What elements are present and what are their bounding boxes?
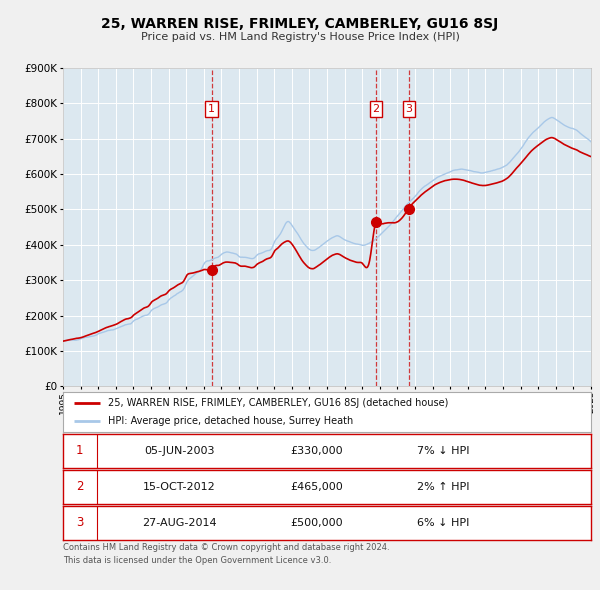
- Text: HPI: Average price, detached house, Surrey Heath: HPI: Average price, detached house, Surr…: [108, 416, 353, 426]
- Text: 25, WARREN RISE, FRIMLEY, CAMBERLEY, GU16 8SJ (detached house): 25, WARREN RISE, FRIMLEY, CAMBERLEY, GU1…: [108, 398, 448, 408]
- Text: 1: 1: [208, 104, 215, 114]
- Text: 1: 1: [76, 444, 83, 457]
- Text: 2: 2: [373, 104, 380, 114]
- Text: 6% ↓ HPI: 6% ↓ HPI: [417, 518, 469, 527]
- Text: £330,000: £330,000: [290, 446, 343, 455]
- Text: 2% ↑ HPI: 2% ↑ HPI: [417, 482, 469, 491]
- Text: Contains HM Land Registry data © Crown copyright and database right 2024.: Contains HM Land Registry data © Crown c…: [63, 543, 389, 552]
- Text: £500,000: £500,000: [290, 518, 343, 527]
- Text: This data is licensed under the Open Government Licence v3.0.: This data is licensed under the Open Gov…: [63, 556, 331, 565]
- Text: 05-JUN-2003: 05-JUN-2003: [144, 446, 214, 455]
- Text: 7% ↓ HPI: 7% ↓ HPI: [417, 446, 469, 455]
- Text: 3: 3: [406, 104, 412, 114]
- Text: 27-AUG-2014: 27-AUG-2014: [142, 518, 217, 527]
- Text: £465,000: £465,000: [290, 482, 343, 491]
- Text: 3: 3: [76, 516, 83, 529]
- Text: 15-OCT-2012: 15-OCT-2012: [143, 482, 215, 491]
- Text: Price paid vs. HM Land Registry's House Price Index (HPI): Price paid vs. HM Land Registry's House …: [140, 32, 460, 42]
- Text: 25, WARREN RISE, FRIMLEY, CAMBERLEY, GU16 8SJ: 25, WARREN RISE, FRIMLEY, CAMBERLEY, GU1…: [101, 17, 499, 31]
- Text: 2: 2: [76, 480, 83, 493]
